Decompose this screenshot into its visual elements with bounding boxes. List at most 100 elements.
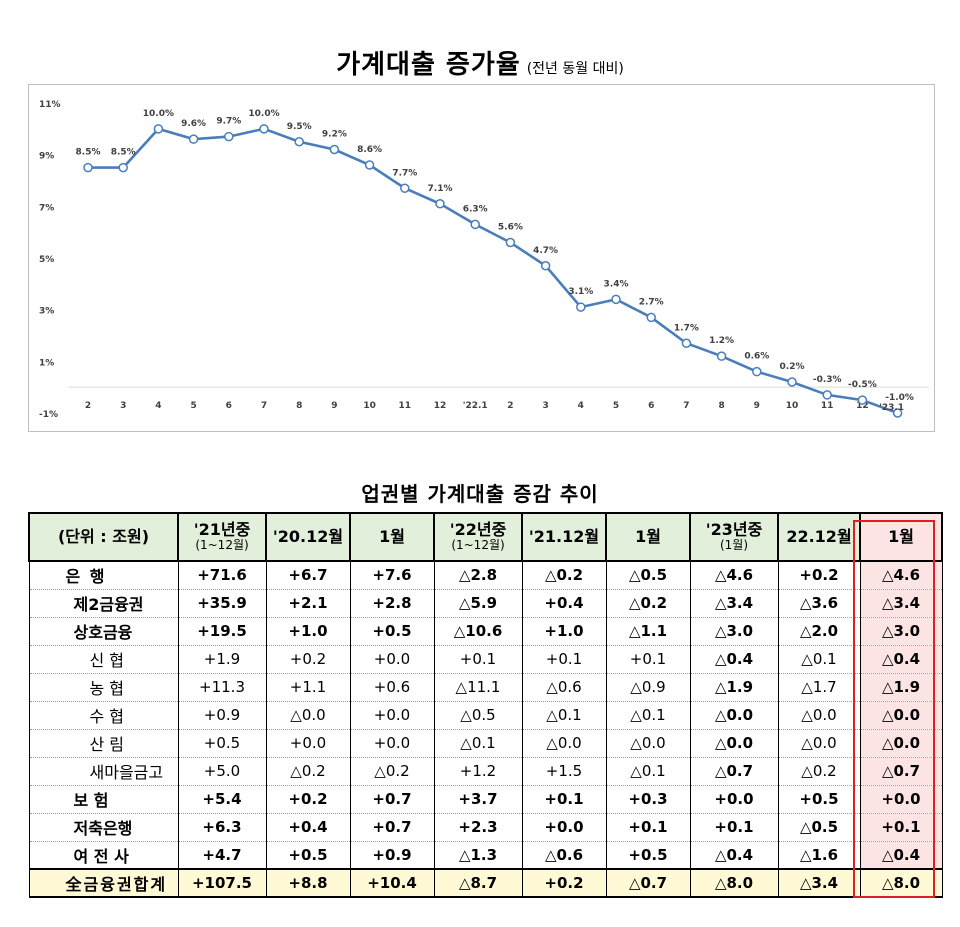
x-tick-label: 6: [226, 401, 232, 411]
x-tick-label: 11: [821, 401, 834, 411]
data-label: 2.7%: [639, 297, 664, 307]
data-point: [787, 377, 797, 387]
x-tick-label: '22.1: [463, 401, 488, 411]
table-cell: △0.5: [605, 561, 691, 590]
series-line: [88, 127, 899, 415]
table-cell: +0.5: [605, 841, 691, 870]
table-cell: △0.4: [689, 645, 779, 674]
x-tick-label: 2: [85, 401, 91, 411]
loan-change-table: (단위 : 조원) '21년중 (1~12월) '20.12월 1월 '22년중 (1~12…: [28, 512, 943, 898]
data-point: [329, 144, 340, 155]
table-cell: +2.8: [349, 589, 435, 618]
table-cell: △0.2: [777, 757, 861, 786]
table-cell: +2.1: [265, 589, 351, 618]
table-cell: △1.9: [689, 673, 779, 702]
table-row: 은 행 +71.6 +6.7 +7.6 △2.8 △0.2 △0.5 △4.6 +0.2 △4.6: [28, 561, 943, 590]
x-tick-label: 2: [507, 401, 513, 411]
data-point: [470, 219, 480, 230]
table-cell: +5.0: [177, 757, 267, 786]
table-cell: +8.8: [265, 868, 351, 898]
x-tick-label: 8: [296, 401, 302, 411]
data-label: 7.1%: [428, 184, 453, 194]
data-point: [752, 366, 762, 377]
data-label: -0.5%: [848, 380, 877, 390]
x-tick-label: 4: [578, 401, 584, 411]
data-point: [857, 395, 868, 405]
x-tick-label: 3: [120, 401, 126, 411]
column-header-label: 22.12월: [786, 526, 852, 546]
table-cell: △8.7: [433, 868, 523, 898]
x-tick-label: 10: [786, 401, 799, 411]
table-cell: △3.0: [689, 617, 779, 646]
data-point: [716, 351, 727, 361]
table-cell: △0.2: [349, 757, 435, 786]
data-label: 8.5%: [76, 148, 101, 158]
table-cell: +107.5: [177, 868, 267, 898]
data-label: 7.7%: [392, 168, 417, 178]
data-label: 6.3%: [463, 204, 488, 214]
table-cell: △4.6: [689, 561, 779, 590]
data-point: [822, 390, 832, 400]
row-label: 새마을금고: [28, 757, 179, 786]
table-row: 농 협 +11.3 +1.1 +0.6 △11.1 △0.6 △0.9 △1.9 △1.7 △1.…: [28, 673, 943, 702]
table-cell: +0.0: [349, 645, 435, 674]
unit-header: (단위 : 조원): [28, 512, 179, 562]
table-cell: +0.2: [777, 561, 861, 590]
data-label: 9.2%: [322, 130, 347, 140]
table-cell: △3.4: [689, 589, 779, 618]
table-cell: △0.4: [859, 841, 943, 870]
column-header-label: '23년중: [705, 520, 763, 540]
column-header-label: '21.12월: [528, 526, 600, 546]
table-row: 제2금융권 +35.9 +2.1 +2.8 △5.9 +0.4 △0.2 △3.4 △3.6 △3…: [28, 589, 943, 618]
data-label: 0.6%: [744, 352, 769, 362]
row-label: 수 협: [28, 701, 179, 730]
table-cell: +35.9: [177, 589, 267, 618]
table-cell: +5.4: [177, 785, 267, 814]
table-cell: +0.0: [859, 785, 943, 814]
table-cell: +0.1: [605, 813, 691, 842]
point-note: '23.1: [879, 403, 904, 413]
table-cell: +0.2: [265, 645, 351, 674]
table-cell: +1.2: [433, 757, 523, 786]
table-cell: +2.3: [433, 813, 523, 842]
table-cell: △8.0: [859, 868, 943, 898]
x-tick-label: 3: [542, 401, 548, 411]
table-cell: +0.0: [265, 729, 351, 758]
table-cell: +1.5: [521, 757, 607, 786]
y-tick-label: -1%: [39, 410, 58, 420]
table-cell: △3.0: [859, 617, 943, 646]
data-point: [540, 261, 551, 271]
table-cell: △1.3: [433, 841, 523, 870]
table-cell: +7.6: [349, 561, 435, 590]
column-header-label: 1월: [635, 526, 661, 546]
table-cell: △0.2: [605, 589, 691, 618]
table-cell: +1.0: [521, 617, 607, 646]
row-label: 全금융권합계: [28, 868, 179, 898]
table-cell: △0.1: [433, 729, 523, 758]
table-cell: △0.1: [605, 701, 691, 730]
data-label: 9.7%: [216, 117, 241, 127]
table-cell: △0.1: [777, 645, 861, 674]
x-tick-label: 7: [683, 401, 689, 411]
table-cell: +71.6: [177, 561, 267, 590]
table-cell: +6.7: [265, 561, 351, 590]
column-header-range: (1~12월): [451, 538, 505, 553]
row-label: 상호금융: [28, 617, 179, 646]
table-cell: △1.1: [605, 617, 691, 646]
x-tick-label: 4: [155, 401, 161, 411]
table-row: 저축은행 +6.3 +0.4 +0.7 +2.3 +0.0 +0.1 +0.1 △0.5 +0.1: [28, 813, 943, 842]
chart-subtitle: (전년 동월 대비): [526, 61, 624, 77]
y-tick-label: 5%: [39, 255, 54, 265]
table-cell: △0.1: [605, 757, 691, 786]
table-cell: +0.5: [265, 841, 351, 870]
table-cell: △0.7: [859, 757, 943, 786]
data-label: 8.5%: [111, 148, 136, 158]
table-cell: +0.2: [521, 868, 607, 898]
table-cell: △0.0: [605, 729, 691, 758]
column-header: '22년중 (1~12월): [433, 512, 523, 562]
table-cell: △0.0: [265, 701, 351, 730]
data-point: [505, 237, 516, 248]
table-cell: △0.2: [265, 757, 351, 786]
data-label: -0.3%: [813, 375, 842, 385]
table-cell: △8.0: [689, 868, 779, 898]
